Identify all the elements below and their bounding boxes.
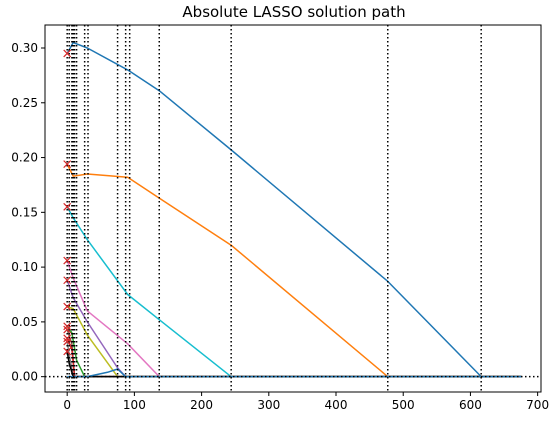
plot-area (45, 25, 541, 392)
start-marker-6 (64, 303, 71, 310)
y-tick-label: 0.00 (11, 370, 38, 384)
x-tick-label: 700 (526, 398, 549, 412)
x-tick-label: 200 (190, 398, 213, 412)
y-tick-label: 0.20 (11, 151, 38, 165)
series-line-12 (67, 369, 521, 377)
series-line-11 (67, 351, 521, 376)
series-line-1 (67, 43, 521, 377)
y-tick-label: 0.15 (11, 205, 38, 219)
series-line-6 (67, 307, 521, 377)
y-tick-label: 0.25 (11, 96, 38, 110)
axes: 0 100 200 300 400 500 600 700 0.00 0.05 0.10 0.15 0.… (11, 25, 549, 412)
x-tick-label: 600 (459, 398, 482, 412)
x-tick-label: 0 (63, 398, 71, 412)
y-tick-label: 0.30 (11, 41, 38, 55)
series-line-10 (67, 342, 521, 377)
y-tick-label: 0.05 (11, 315, 38, 329)
series-line-8 (67, 330, 521, 377)
x-tick-label: 300 (257, 398, 280, 412)
series-line-5 (67, 280, 521, 376)
series-line-2 (67, 164, 521, 377)
x-tick-label: 500 (392, 398, 415, 412)
x-tick-label: 100 (123, 398, 146, 412)
y-tick-label: 0.10 (11, 260, 38, 274)
series-line-4 (67, 261, 521, 377)
x-tick-label: 400 (325, 398, 348, 412)
series-line-9 (67, 338, 521, 376)
chart-title: Absolute LASSO solution path (182, 3, 405, 21)
